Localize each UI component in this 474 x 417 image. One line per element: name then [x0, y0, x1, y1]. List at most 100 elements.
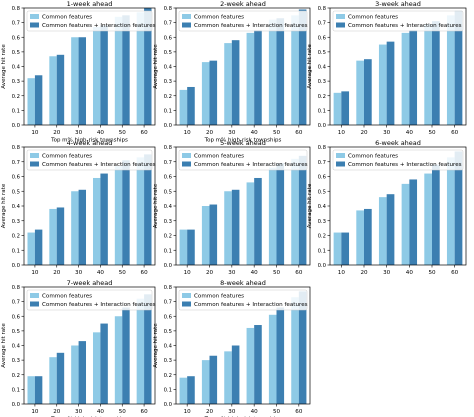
y-tick-label: 0.2 — [164, 94, 172, 100]
legend-label: Common features — [194, 154, 244, 160]
y-axis-label: Average hit rate — [153, 44, 159, 89]
y-axis-label: Average hit rate — [1, 44, 7, 89]
y-tick-label: 0.0 — [318, 263, 327, 269]
bar-interaction — [209, 60, 218, 125]
x-tick-label: 30 — [228, 270, 236, 276]
y-tick-label: 0.1 — [318, 108, 326, 114]
y-tick-label: 0.1 — [12, 248, 20, 254]
y-tick-label: 0.8 — [12, 6, 21, 12]
x-axis-label: Top m% high-risk townships — [204, 138, 282, 144]
y-axis-label: Average hit rate — [1, 183, 7, 228]
y-tick-label: 0.0 — [318, 123, 327, 129]
y-tick-label: 0.1 — [164, 387, 172, 393]
bar-common — [246, 32, 255, 125]
bar-common — [224, 351, 232, 404]
plot-frame — [23, 286, 156, 405]
bar-interaction — [122, 160, 130, 265]
x-tick-label: 40 — [97, 409, 105, 415]
y-tick-label: 0.8 — [318, 145, 327, 151]
y-tick-label: 0.5 — [318, 50, 326, 56]
bar-common — [424, 173, 432, 265]
y-tick-label: 0.3 — [318, 219, 326, 225]
y-axis-label: Average hit rate — [153, 183, 159, 228]
legend-label: Common features + Interaction features — [42, 23, 156, 29]
bar-interaction — [454, 10, 463, 125]
legend-label: Common features + Interaction features — [42, 302, 156, 308]
bar-interaction — [454, 151, 463, 265]
bar-interaction — [100, 323, 108, 404]
x-tick-label: 40 — [251, 409, 259, 415]
y-tick-label: 0.2 — [12, 234, 20, 240]
bar-common — [201, 62, 210, 125]
y-tick-label: 0.1 — [164, 108, 172, 114]
bar-common — [71, 191, 79, 265]
y-tick-label: 0.3 — [318, 79, 326, 85]
x-tick-label: 30 — [75, 270, 83, 276]
y-tick-label: 0.3 — [12, 79, 20, 85]
y-tick-label: 0.6 — [164, 35, 173, 41]
bar-interaction — [209, 204, 218, 265]
legend-box — [26, 149, 153, 171]
panel-title: 4-week ahead — [67, 139, 113, 147]
bar-common — [333, 232, 342, 265]
y-tick-label: 0.6 — [12, 175, 21, 181]
legend-swatch — [30, 301, 39, 307]
y-tick-label: 0.2 — [12, 94, 20, 100]
y-tick-label: 0.7 — [164, 21, 172, 27]
bar-interaction — [276, 307, 285, 404]
x-tick-label: 60 — [295, 409, 303, 415]
x-tick-label: 20 — [53, 270, 61, 276]
bar-interaction — [231, 40, 240, 125]
y-tick-label: 0.5 — [12, 189, 20, 195]
legend-swatch — [182, 14, 191, 19]
panel-title: 8-week ahead — [220, 279, 266, 287]
legend-box — [26, 10, 153, 32]
bar-interaction — [254, 177, 262, 265]
y-tick-label: 0.8 — [164, 285, 173, 291]
y-tick-label: 0.4 — [318, 65, 327, 71]
legend-swatch — [30, 22, 39, 28]
x-tick-label: 40 — [406, 130, 414, 136]
y-tick-label: 0.0 — [164, 263, 173, 269]
y-tick-label: 0.2 — [12, 373, 20, 379]
x-tick-label: 40 — [251, 270, 259, 276]
x-tick-label: 20 — [206, 270, 214, 276]
bar-interaction — [364, 59, 372, 125]
y-tick-label: 0.3 — [164, 358, 172, 364]
bar-interaction — [78, 37, 87, 125]
chart-panel-2: 2-week ahead 0.0 0.1 0.2 0.3 0.4 0.5 0.6 0.7 0.8 A… — [153, 0, 311, 144]
x-tick-label: 10 — [184, 130, 192, 136]
plot-frame — [175, 286, 311, 405]
y-tick-label: 0.7 — [318, 21, 326, 27]
plot-frame — [23, 146, 156, 266]
y-tick-label: 0.7 — [12, 300, 20, 306]
bar-common — [424, 24, 432, 125]
bar-common — [446, 157, 455, 265]
legend-box — [26, 289, 153, 311]
legend-box — [178, 289, 308, 311]
bar-common — [356, 210, 364, 265]
panel-title: 6-week ahead — [375, 139, 421, 147]
bar-common — [201, 206, 210, 265]
bar-common — [27, 78, 35, 125]
x-tick-label: 20 — [206, 409, 214, 415]
y-tick-label: 0.6 — [164, 314, 173, 320]
y-tick-label: 0.5 — [164, 329, 172, 335]
bar-interaction — [34, 75, 43, 125]
legend-swatch — [30, 14, 39, 19]
x-tick-label: 30 — [75, 409, 83, 415]
plot-frame — [175, 146, 311, 266]
chart-panel-5: 5-week ahead 0.0 0.1 0.2 0.3 0.4 0.5 0.6 0.7 0.8 A… — [153, 139, 311, 276]
panel-title: 5-week ahead — [220, 139, 266, 147]
y-tick-label: 0.7 — [12, 21, 20, 27]
bar-interaction — [409, 179, 418, 265]
bar-interaction — [78, 189, 87, 265]
legend-swatch — [336, 22, 345, 28]
y-tick-label: 0.6 — [318, 35, 327, 41]
y-tick-label: 0.5 — [318, 189, 326, 195]
legend-swatch — [182, 153, 191, 158]
x-tick-label: 50 — [428, 130, 436, 136]
bar-interaction — [100, 173, 108, 265]
bar-interaction — [56, 207, 65, 265]
